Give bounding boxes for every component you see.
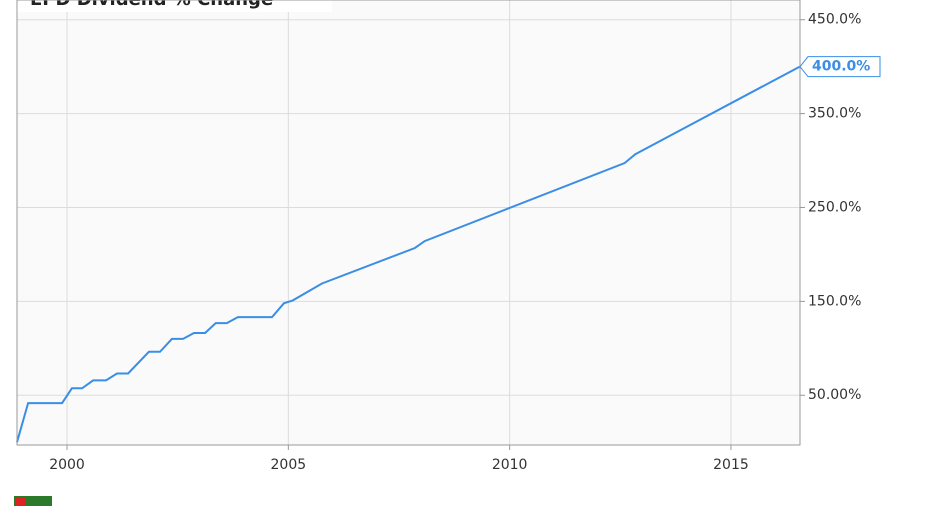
x-tick-label: 2010 bbox=[492, 457, 528, 473]
x-tick-label: 2000 bbox=[49, 457, 85, 473]
value-label-box bbox=[799, 56, 881, 78]
logo bbox=[14, 496, 52, 506]
grid bbox=[17, 0, 800, 445]
plot-area bbox=[17, 0, 800, 445]
logo-part bbox=[16, 498, 26, 506]
plot-border bbox=[16, 0, 801, 446]
y-tick-label: 150.0% bbox=[808, 293, 861, 309]
value-label: 400.0% bbox=[812, 59, 870, 75]
y-tick-label: 250.0% bbox=[808, 199, 861, 215]
marks bbox=[16, 65, 801, 443]
y-tick-label: 350.0% bbox=[808, 106, 861, 122]
title-box bbox=[17, 0, 332, 12]
y-tick-label: 50.00% bbox=[808, 387, 861, 403]
y-tick-label: 450.0% bbox=[808, 12, 861, 28]
data-line bbox=[16, 65, 801, 443]
chart-title: EPD Dividend % Change bbox=[30, 0, 273, 10]
x-tick-label: 2005 bbox=[271, 457, 307, 473]
logo-box bbox=[14, 496, 52, 506]
x-tick-label: 2015 bbox=[713, 457, 749, 473]
